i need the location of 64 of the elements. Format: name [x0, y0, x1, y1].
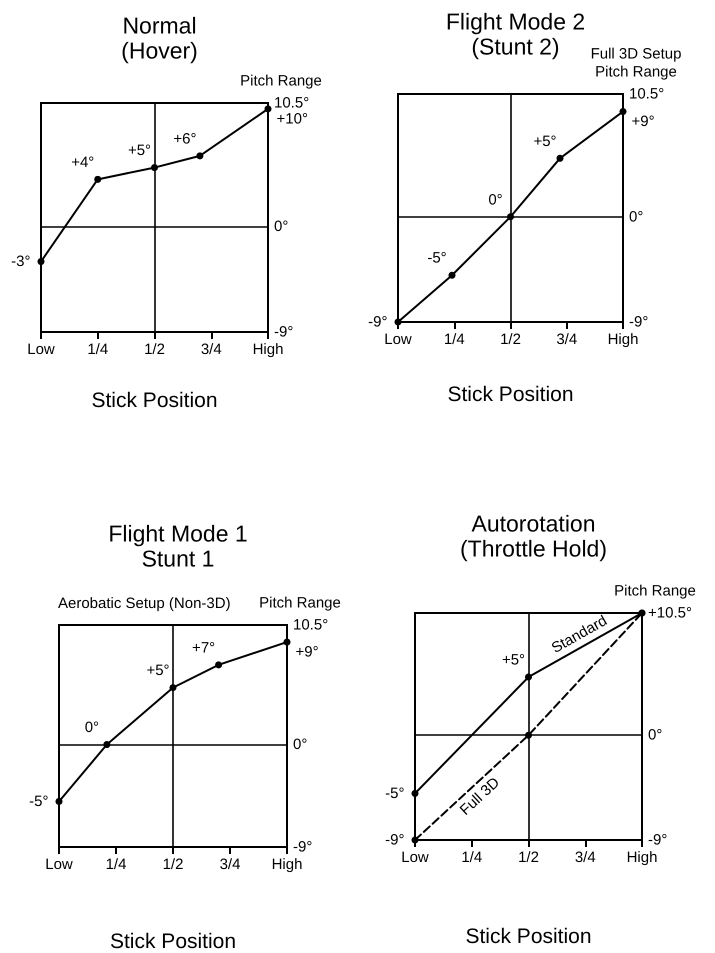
text: Full 3D	[456, 774, 504, 819]
y-tick-label: 0°	[293, 736, 308, 754]
x-tick-label: High	[252, 341, 284, 358]
x-axis-title: Stick Position	[465, 925, 592, 948]
y-axis-title: Pitch Range	[259, 594, 341, 612]
x-tick-label: 1/4	[106, 856, 126, 873]
data-label: +9°	[296, 644, 319, 661]
data-label: +9°	[632, 113, 655, 130]
data-label: 0°	[84, 719, 100, 736]
y-tick-label: +10.5°	[648, 604, 692, 622]
x-tick-label: High	[272, 856, 302, 873]
x-tick-label: Low	[384, 331, 412, 348]
data-label: -5°	[427, 250, 447, 267]
y-tick-label: 0°	[629, 208, 644, 226]
data-label: +4°	[71, 154, 94, 171]
x-tick-label: 3/4	[556, 331, 578, 348]
y-tick-label: 10.5°	[274, 94, 310, 112]
data-label: +10°	[276, 110, 308, 128]
x-axis-title: Stick Position	[447, 383, 574, 406]
chart-title: Flight Mode 2 (Stunt 2)	[446, 8, 586, 60]
y-tick-label: -9°	[274, 324, 294, 340]
y-tick-label: 10.5°	[293, 616, 328, 634]
y-tick-label: 0°	[274, 218, 288, 235]
x-tick-label: 1/2	[518, 849, 539, 866]
data-label: +5°	[533, 132, 557, 150]
y-tick-label: 0°	[648, 726, 662, 744]
y-axis-title: Pitch Range	[614, 582, 696, 600]
data-label: -9°	[385, 832, 404, 848]
y-axis-title: Pitch Range	[240, 72, 322, 90]
x-tick-label: 1/2	[144, 341, 165, 358]
chart-title: Autorotation (Throttle Hold)	[460, 510, 607, 562]
data-label: +5°	[502, 652, 526, 669]
y-tick-label: -9°	[293, 838, 312, 856]
x-tick-label: Low	[45, 856, 73, 873]
y-tick-label: 10.5°	[629, 86, 664, 102]
data-label: +6°	[173, 130, 196, 148]
data-label: +5°	[146, 662, 170, 680]
x-tick-label: 1/2	[500, 331, 521, 348]
x-tick-label: 1/4	[87, 341, 108, 358]
x-axis-title: Stick Position	[91, 389, 218, 412]
chart-title: Flight Mode 1 Stunt 1	[108, 520, 248, 572]
y-tick-label: -9°	[648, 832, 668, 848]
x-tick-label: High	[608, 331, 638, 348]
x-tick-label: Low	[401, 849, 429, 866]
data-label: +5°	[128, 142, 152, 160]
chart-subtitle: Aerobatic Setup (Non-3D)	[58, 595, 231, 612]
x-tick-label: Low	[27, 341, 55, 358]
x-tick-label: 1/4	[461, 849, 482, 866]
data-label: +7°	[192, 639, 216, 656]
y-tick-label: -9°	[629, 314, 648, 330]
x-tick-label: 3/4	[574, 849, 596, 866]
data-label: -5°	[29, 792, 48, 810]
x-tick-label: High	[626, 849, 658, 866]
data-label: -9°	[368, 314, 388, 330]
x-axis-title: Stick Position	[110, 930, 236, 953]
x-tick-label: 1/2	[162, 856, 184, 873]
chart-title: Normal (Hover)	[121, 12, 198, 64]
data-label: -5°	[385, 784, 404, 802]
y-axis-title: Full 3D Setup Pitch Range	[590, 46, 682, 80]
x-tick-label: 1/4	[444, 331, 465, 348]
x-tick-label: 3/4	[220, 856, 240, 873]
data-label: -3°	[11, 253, 30, 270]
data-label: 0°	[488, 191, 503, 208]
x-tick-label: 3/4	[200, 341, 222, 358]
